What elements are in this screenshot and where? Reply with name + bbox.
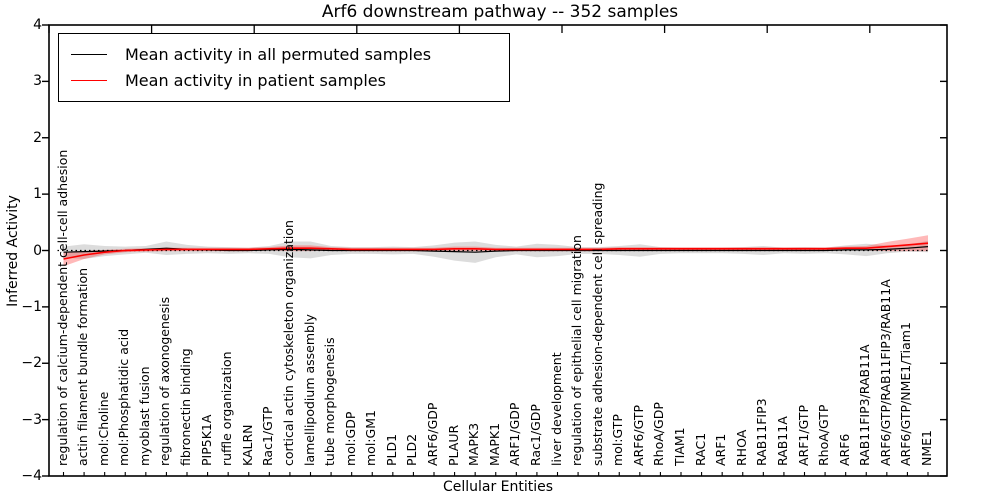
x-tick-label: MAPK1 bbox=[486, 422, 502, 466]
legend-item-patient: Mean activity in patient samples bbox=[71, 67, 499, 93]
y-tick-label: −1 bbox=[21, 298, 42, 315]
x-tick-label: liver development bbox=[548, 352, 564, 466]
x-tick-label: ARF6 bbox=[836, 433, 852, 466]
x-axis-label: Cellular Entities bbox=[442, 479, 554, 495]
x-tick-label: substrate adhesion-dependent cell spread… bbox=[589, 182, 605, 466]
x-tick-label: PIP5K1A bbox=[198, 414, 214, 466]
x-tick-label: Rac1/GTP bbox=[260, 406, 276, 466]
x-tick-label: ARF1 bbox=[713, 433, 729, 466]
y-tick-label: −2 bbox=[21, 355, 42, 372]
x-tick-label: mol:GDP bbox=[342, 411, 358, 466]
x-tick-label: lamellipodium assembly bbox=[301, 314, 317, 466]
x-tick-label: regulation of epithelial cell migration bbox=[569, 235, 585, 466]
y-tick-label: 3 bbox=[33, 73, 42, 90]
patient-line-swatch-icon bbox=[71, 79, 107, 81]
x-tick-label: NME1 bbox=[919, 430, 934, 466]
x-tick-label: RAB11A bbox=[774, 416, 790, 466]
x-tick-label: RAB11FIP3/RAB11A bbox=[857, 344, 873, 466]
y-tick-label: 2 bbox=[33, 129, 42, 146]
x-tick-label: ARF1/GDP bbox=[507, 402, 523, 466]
x-tick-label: RAC1 bbox=[692, 432, 708, 466]
x-tick-label: PLAUR bbox=[445, 424, 461, 466]
x-tick-label: cortical actin cytoskeleton organization bbox=[280, 220, 296, 466]
x-tick-label: RhoA/GTP bbox=[816, 404, 832, 466]
x-tick-label: fibronectin binding bbox=[178, 348, 193, 466]
chart-title: Arf6 downstream pathway -- 352 samples bbox=[321, 2, 679, 22]
x-tick-label: PLD2 bbox=[404, 433, 420, 466]
legend-label-patient: Mean activity in patient samples bbox=[125, 70, 386, 90]
x-tick-label: ruffle organization bbox=[219, 351, 235, 466]
legend: Mean activity in all permuted samples Me… bbox=[58, 33, 510, 102]
x-tick-label: regulation of axonogenesis bbox=[157, 296, 173, 466]
legend-label-permuted: Mean activity in all permuted samples bbox=[125, 44, 432, 64]
y-tick-label: 0 bbox=[33, 242, 42, 259]
x-tick-label: tube morphogenesis bbox=[322, 337, 338, 466]
x-tick-label: mol:Choline bbox=[95, 391, 111, 466]
x-tick-label: MAPK3 bbox=[466, 422, 482, 466]
x-tick-label: PLD1 bbox=[383, 433, 399, 466]
series-line-patient bbox=[63, 242, 929, 260]
confidence-band-permuted bbox=[63, 240, 928, 263]
y-tick-label: 4 bbox=[33, 17, 42, 33]
x-tick-label: mol:GTP bbox=[610, 414, 626, 466]
x-tick-label: RHOA bbox=[733, 429, 749, 466]
x-tick-label: regulation of calcium-dependent cell-cel… bbox=[54, 149, 70, 466]
x-tick-label: Rac1/GDP bbox=[527, 404, 543, 466]
x-tick-label: ARF6/GTP/NME1/Tiam1 bbox=[898, 322, 914, 466]
x-tick-label: ARF6/GTP/RAB11FIP3/RAB11A bbox=[877, 279, 893, 466]
x-tick-label: mol:GM1 bbox=[363, 410, 379, 466]
x-tick-label: ARF6/GDP bbox=[425, 402, 440, 466]
permuted-line-swatch-icon bbox=[71, 53, 107, 55]
x-tick-label: KALRN bbox=[239, 424, 255, 466]
x-tick-label: TIAM1 bbox=[672, 427, 687, 466]
y-tick-label: 1 bbox=[33, 186, 42, 203]
x-tick-label: actin filament bundle formation bbox=[75, 267, 91, 466]
x-tick-label: mol:Phosphatidic acid bbox=[116, 328, 132, 466]
x-tick-label: ARF6/GTP bbox=[630, 404, 646, 466]
y-tick-label: −4 bbox=[21, 468, 42, 484]
x-tick-label: myoblast fusion bbox=[136, 366, 152, 466]
y-tick-label: −3 bbox=[21, 411, 42, 428]
x-tick-label: ARF1/GTP bbox=[795, 404, 811, 466]
x-tick-label: RAB11FIP3 bbox=[754, 398, 770, 466]
legend-item-permuted: Mean activity in all permuted samples bbox=[71, 41, 499, 67]
x-tick-label: RhoA/GDP bbox=[651, 402, 667, 466]
